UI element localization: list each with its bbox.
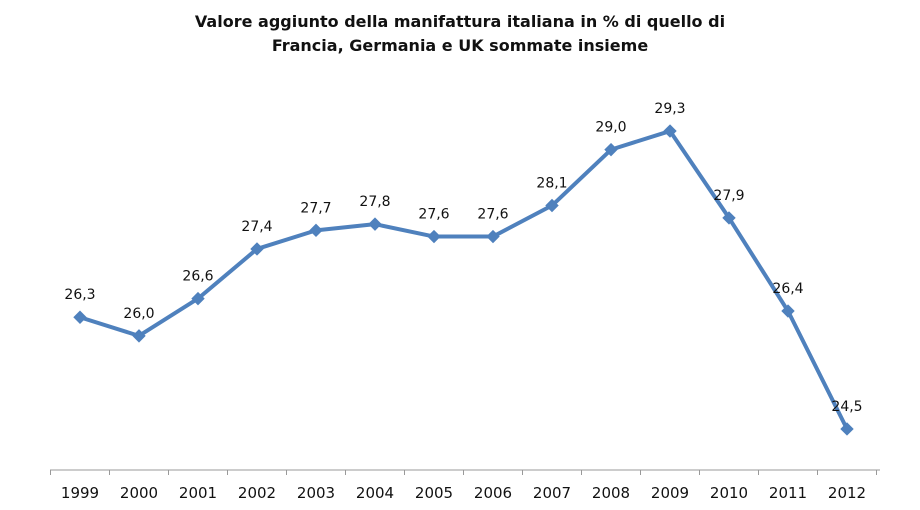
x-tick-label-2010: 2010 xyxy=(710,484,748,502)
data-label-1999: 26,3 xyxy=(64,287,95,303)
data-point-2008 xyxy=(604,142,618,157)
data-point-2006 xyxy=(486,229,500,244)
x-tick-label-2012: 2012 xyxy=(828,484,866,502)
data-point-2004 xyxy=(368,217,382,231)
tick-label-layer: 1999 2000 2001 2002 2003 2004 2005 2006 2007 2008… xyxy=(61,484,866,502)
data-label-2005: 27,6 xyxy=(418,207,449,223)
data-point-2012 xyxy=(840,422,854,436)
x-tick-label-2003: 2003 xyxy=(297,484,335,502)
chart-title-line-1: Valore aggiunto della manifattura italia… xyxy=(194,12,726,31)
marker-layer xyxy=(73,124,854,436)
data-label-2002: 27,4 xyxy=(241,219,272,235)
x-tick-label-2004: 2004 xyxy=(356,484,394,502)
data-point-1999 xyxy=(73,310,87,324)
x-tick-label-2007: 2007 xyxy=(533,484,571,502)
x-tick-label-2000: 2000 xyxy=(120,484,158,502)
data-point-2007 xyxy=(545,198,559,213)
data-point-2000 xyxy=(132,329,146,343)
data-point-2002 xyxy=(250,242,264,256)
x-tick-label-2001: 2001 xyxy=(179,484,217,502)
data-label-2011: 26,4 xyxy=(772,281,803,297)
data-label-2012: 24,5 xyxy=(831,399,862,415)
data-label-2003: 27,7 xyxy=(300,200,331,216)
data-point-2010 xyxy=(722,211,736,225)
data-label-2000: 26,0 xyxy=(123,306,154,322)
data-label-2006: 27,6 xyxy=(477,207,508,223)
series-line-layer xyxy=(78,129,849,431)
x-tick-label-2008: 2008 xyxy=(592,484,630,502)
x-tick-label-2011: 2011 xyxy=(769,484,807,502)
data-point-2003 xyxy=(309,223,323,238)
data-label-2008: 29,0 xyxy=(595,120,626,136)
x-tick-label-2006: 2006 xyxy=(474,484,512,502)
axis-layer xyxy=(50,469,880,475)
data-point-2005 xyxy=(427,229,441,244)
data-label-2004: 27,8 xyxy=(359,194,390,210)
data-label-layer: 26,3 26,0 26,6 27,4 27,7 27,8 27,6 27,6 28,1 29,0… xyxy=(64,101,862,415)
series-line xyxy=(78,129,849,431)
data-point-2001 xyxy=(191,291,205,306)
data-label-2010: 27,9 xyxy=(713,188,744,204)
x-tick-label-1999: 1999 xyxy=(61,484,99,502)
chart-title: Valore aggiunto della manifattura italia… xyxy=(0,10,920,58)
data-point-2009 xyxy=(663,124,677,138)
chart-title-line-2: Francia, Germania e UK sommate insieme xyxy=(271,36,649,55)
x-tick-label-2009: 2009 xyxy=(651,484,689,502)
data-label-2007: 28,1 xyxy=(536,176,567,192)
data-point-2011 xyxy=(781,304,795,318)
data-label-2009: 29,3 xyxy=(654,101,685,117)
x-tick-label-2002: 2002 xyxy=(238,484,276,502)
data-label-2001: 26,6 xyxy=(182,269,213,285)
x-tick-label-2005: 2005 xyxy=(415,484,453,502)
